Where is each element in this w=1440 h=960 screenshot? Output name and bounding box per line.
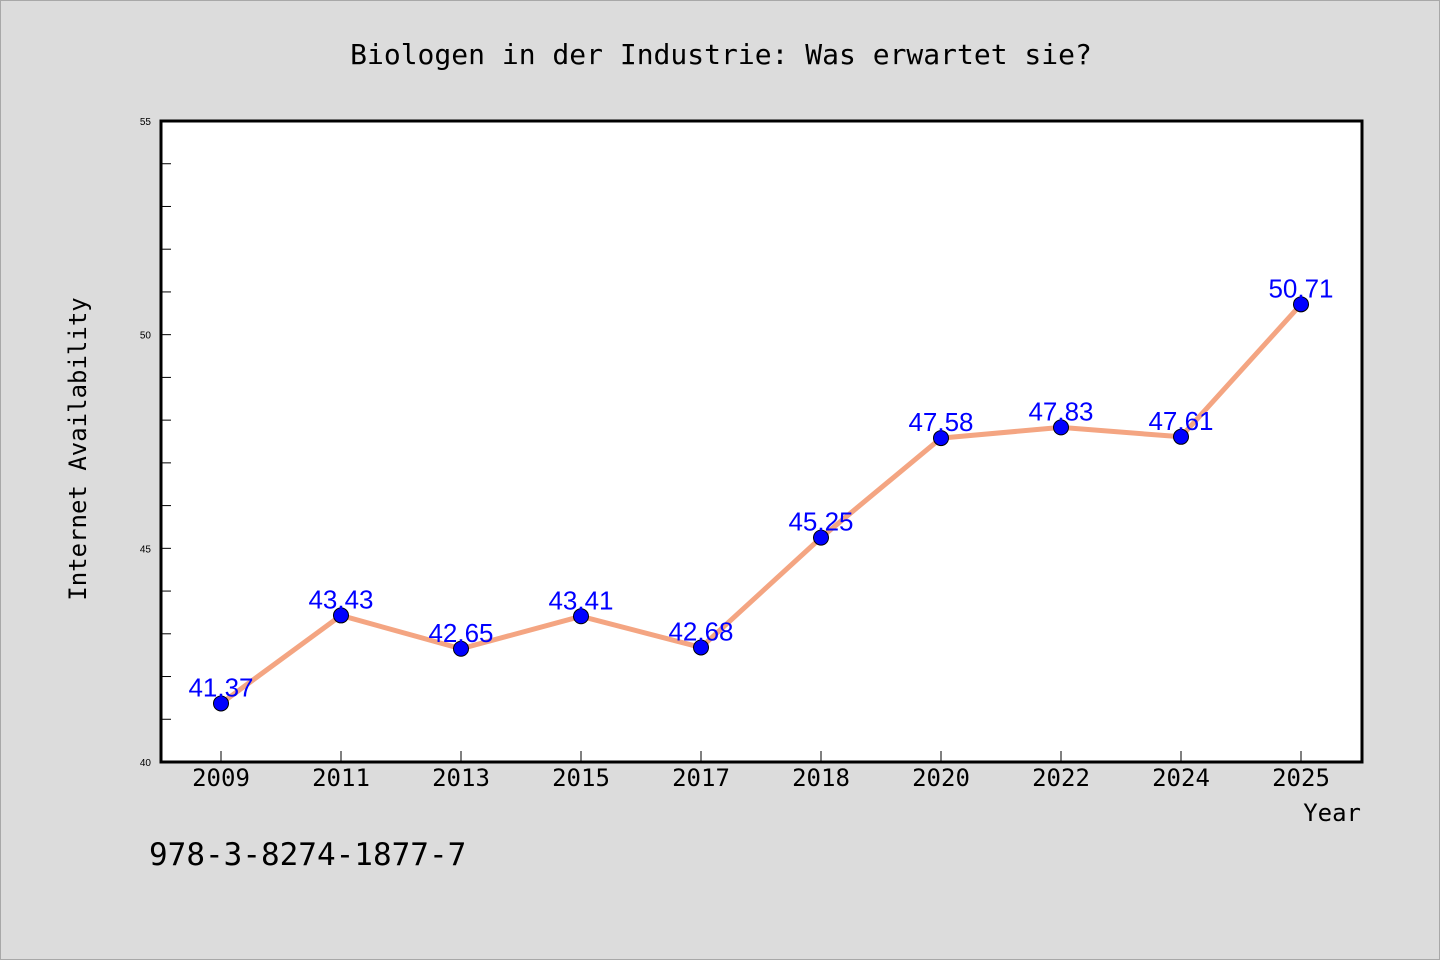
y-axis-label: Internet Availability <box>64 297 92 600</box>
data-label: 42.65 <box>428 618 493 648</box>
data-label: 43.43 <box>308 584 373 614</box>
series-line <box>218 301 1304 706</box>
y-minor-ticks <box>160 163 171 720</box>
x-tick-label: 2017 <box>672 764 730 792</box>
data-label: 42.68 <box>668 616 733 646</box>
y-tick-label: 45 <box>140 544 152 555</box>
footer-identifier: 978-3-8274-1877-7 <box>149 837 466 873</box>
data-label: 50.71 <box>1268 273 1333 303</box>
data-label: 43.41 <box>548 585 613 615</box>
chart-title: Biologen in der Industrie: Was erwartet … <box>350 38 1092 71</box>
x-tick-label: 2022 <box>1032 764 1090 792</box>
data-point <box>693 639 709 656</box>
data-markers <box>213 296 1309 712</box>
x-tick-label: 2013 <box>432 764 490 792</box>
x-tick-label: 2025 <box>1272 764 1330 792</box>
x-axis-label: Year <box>1303 799 1361 827</box>
data-label: 47.58 <box>908 407 973 437</box>
x-tick-label: 2009 <box>192 764 250 792</box>
data-label: 45.25 <box>788 507 853 537</box>
plot-area <box>159 119 1364 764</box>
data-label: 41.37 <box>188 672 253 702</box>
y-tick-label: 40 <box>140 758 152 769</box>
x-tick-label: 2024 <box>1152 764 1210 792</box>
data-labels: 41.37 43.43 42.65 43.41 42.68 45.25 47.58 47.83… <box>188 273 1333 702</box>
data-point <box>813 529 829 546</box>
x-tick-labels: 2009 2011 2013 2015 2017 2018 2020 2022 2024 2025 <box>192 764 1330 792</box>
data-point <box>333 607 349 624</box>
y-tick-label: 55 <box>140 117 152 128</box>
x-tick-label: 2018 <box>792 764 850 792</box>
x-tick-label: 2020 <box>912 764 970 792</box>
data-label: 47.83 <box>1028 396 1093 426</box>
x-tick-label: 2015 <box>552 764 610 792</box>
data-point <box>1053 419 1069 436</box>
data-point <box>573 608 589 625</box>
y-tick-label: 50 <box>140 331 152 342</box>
data-point <box>213 695 229 712</box>
data-point <box>453 640 469 657</box>
data-point <box>1173 428 1189 445</box>
data-label: 47.61 <box>1148 406 1213 436</box>
data-point <box>933 430 949 447</box>
y-tick-labels: 40 45 50 55 <box>140 117 152 769</box>
data-point <box>1293 296 1309 313</box>
x-ticks <box>220 751 1302 763</box>
x-tick-label: 2011 <box>312 764 370 792</box>
